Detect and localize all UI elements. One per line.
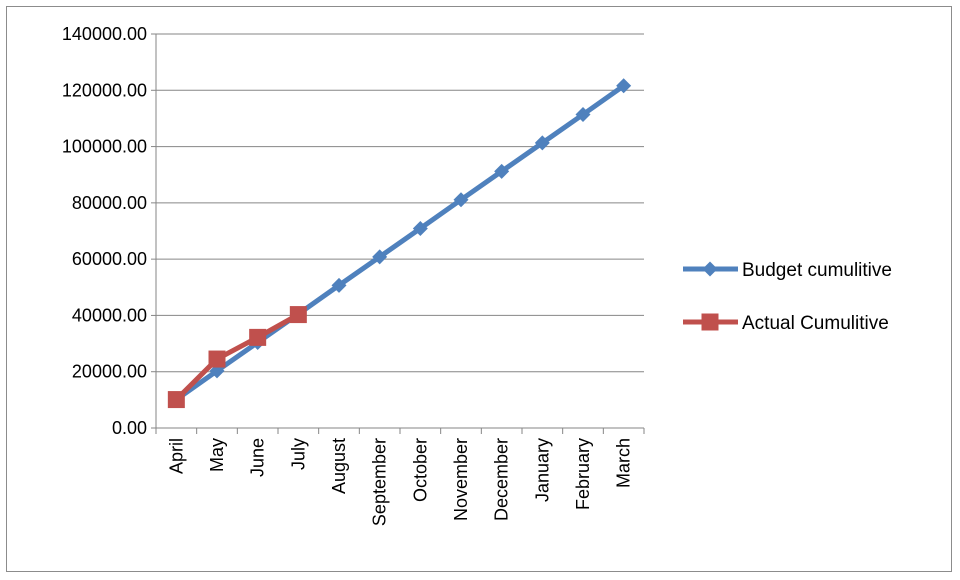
data-point bbox=[331, 277, 347, 293]
x-tick-label: April bbox=[166, 438, 186, 474]
data-point bbox=[616, 78, 632, 94]
data-point bbox=[167, 391, 185, 409]
data-point bbox=[534, 135, 550, 151]
y-tick-label: 0.00 bbox=[112, 418, 147, 438]
y-tick-label: 40000.00 bbox=[72, 305, 147, 325]
y-tick-label: 140000.00 bbox=[62, 24, 147, 44]
data-point bbox=[208, 350, 226, 368]
legend-entry: Actual Cumulitive bbox=[683, 313, 889, 334]
data-point bbox=[453, 192, 469, 208]
legend: Budget cumulitive Actual Cumulitive bbox=[683, 260, 892, 334]
x-tick-label: February bbox=[573, 438, 593, 510]
series-1 bbox=[167, 306, 307, 409]
chart-frame: 0.00 20000.00 40000.00 60000.00 80000.00 1000… bbox=[6, 6, 952, 572]
series-line bbox=[173, 83, 627, 403]
x-tick-label: March bbox=[614, 438, 634, 488]
x-axis-tick-labels: April May June July August September October No… bbox=[166, 438, 633, 526]
x-tick-label: July bbox=[288, 438, 308, 470]
data-point bbox=[289, 306, 307, 324]
line-chart: 0.00 20000.00 40000.00 60000.00 80000.00 1000… bbox=[62, 24, 892, 526]
y-tick-label: 20000.00 bbox=[72, 362, 147, 382]
y-tick-label: 100000.00 bbox=[62, 137, 147, 157]
y-axis-tick-labels: 0.00 20000.00 40000.00 60000.00 80000.00 1000… bbox=[62, 24, 147, 438]
gridlines bbox=[156, 33, 644, 373]
axes bbox=[151, 33, 645, 434]
legend-label: Actual Cumulitive bbox=[742, 313, 889, 334]
data-point bbox=[412, 220, 428, 236]
x-tick-label: January bbox=[532, 438, 552, 502]
x-tick-label: December bbox=[492, 438, 512, 521]
x-tick-label: September bbox=[370, 438, 390, 526]
legend-entry: Budget cumulitive bbox=[683, 260, 892, 281]
legend-marker bbox=[702, 261, 718, 277]
legend-label: Budget cumulitive bbox=[742, 260, 892, 281]
series-line bbox=[173, 312, 301, 403]
y-tick-label: 60000.00 bbox=[72, 249, 147, 269]
x-tick-label: November bbox=[451, 438, 471, 521]
series-layer bbox=[167, 78, 632, 409]
data-point bbox=[575, 106, 591, 122]
data-point bbox=[494, 163, 510, 179]
x-tick-label: August bbox=[329, 438, 349, 494]
legend-marker bbox=[701, 313, 719, 331]
y-tick-label: 120000.00 bbox=[62, 80, 147, 100]
series-0 bbox=[168, 78, 632, 408]
x-tick-label: May bbox=[207, 438, 227, 472]
x-tick-label: June bbox=[248, 438, 268, 477]
data-point bbox=[372, 249, 388, 265]
x-tick-label: October bbox=[410, 438, 430, 502]
data-point bbox=[249, 328, 267, 346]
y-tick-label: 80000.00 bbox=[72, 193, 147, 213]
